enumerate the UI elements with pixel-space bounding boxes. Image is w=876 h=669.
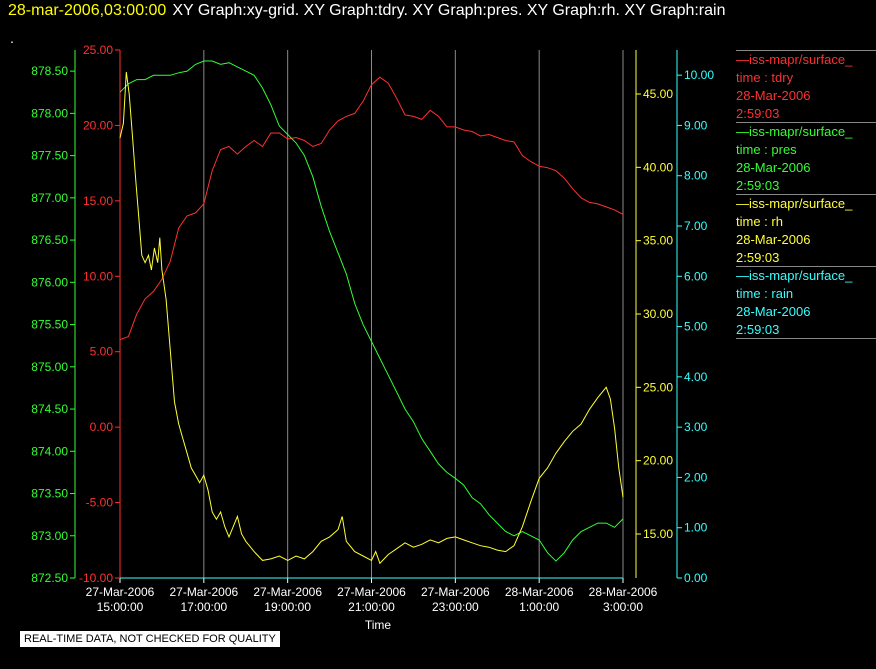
header-timestamp: 28-mar-2006,03:00:00: [8, 2, 167, 19]
series-line-tdry: [119, 76, 624, 341]
y-tick-label-tdry: 15.00: [83, 194, 113, 208]
y-tick-label-rain: 2.00: [684, 470, 708, 484]
y-tick-label-rain: 3.00: [684, 420, 708, 434]
series-lines: [119, 60, 624, 579]
y-tick-label-rain: 10.00: [684, 68, 714, 82]
legend-separator: [736, 50, 876, 51]
legend-date: 28-Mar-2006: [736, 160, 811, 175]
x-tick-label-date: 27-Mar-2006: [337, 585, 406, 599]
legend-entry: —iss-mapr/surface_time : rh 28-Mar-2006 2:…: [736, 194, 876, 267]
legend-separator: [736, 194, 876, 195]
y-tick-label-pres: 878.00: [31, 106, 68, 120]
legend-time: 2:59:03: [736, 178, 780, 193]
x-axis-label: Time: [365, 618, 392, 632]
x-tick-label-time: 1:00:00: [519, 600, 559, 614]
legend-separator: [736, 122, 876, 123]
y-tick-label-rh: 40.00: [643, 160, 673, 174]
legend-name: —iss-mapr/surface_: [736, 124, 853, 139]
y-tick-label-pres: 875.50: [31, 318, 68, 332]
y-tick-label-rain: 4.00: [684, 370, 708, 384]
legend-entry: —iss-mapr/surface_time : pres 28-Mar-2006…: [736, 122, 876, 195]
legend-var: time : tdry: [736, 70, 794, 85]
y-tick-label-tdry: 0.00: [90, 420, 114, 434]
x-tick-label-time: 19:00:00: [264, 600, 311, 614]
y-tick-label-pres: 877.50: [31, 149, 68, 163]
y-tick-label-rh: 35.00: [643, 234, 673, 248]
y-tick-label-tdry: 20.00: [83, 118, 113, 132]
y-tick-label-pres: 875.00: [31, 360, 68, 374]
legend-separator: [736, 266, 876, 267]
legend-time: 2:59:03: [736, 250, 780, 265]
legend-var: time : pres: [736, 142, 797, 157]
x-tick-label-time: 23:00:00: [432, 600, 479, 614]
y-tick-label-rain: 9.00: [684, 118, 708, 132]
y-tick-label-rh: 20.00: [643, 454, 673, 468]
y-tick-label-rain: 8.00: [684, 169, 708, 183]
y-tick-label-rain: 7.00: [684, 219, 708, 233]
y-tick-label-pres: 873.50: [31, 487, 68, 501]
legend-date: 28-Mar-2006: [736, 304, 811, 319]
y-tick-label-tdry: -5.00: [86, 496, 114, 510]
y-tick-label-rain: 6.00: [684, 269, 708, 283]
legend-var: time : rh: [736, 214, 783, 229]
axes: 27-Mar-200615:00:0027-Mar-200617:00:0027…: [31, 43, 714, 614]
x-tick-label-time: 15:00:00: [97, 600, 144, 614]
y-tick-label-tdry: 5.00: [90, 345, 114, 359]
legend-time: 2:59:03: [736, 106, 780, 121]
y-tick-label-rain: 0.00: [684, 571, 708, 585]
x-tick-label-date: 28-Mar-2006: [505, 585, 574, 599]
legend-date: 28-Mar-2006: [736, 88, 811, 103]
y-tick-label-tdry: -10.00: [79, 571, 113, 585]
x-tick-label-date: 28-Mar-2006: [589, 585, 658, 599]
x-tick-label-date: 27-Mar-2006: [421, 585, 490, 599]
y-tick-label-rh: 15.00: [643, 527, 673, 541]
legend-entry: —iss-mapr/surface_time : rain 28-Mar-2006…: [736, 266, 876, 339]
y-tick-label-rh: 45.00: [643, 87, 673, 101]
y-tick-label-pres: 877.00: [31, 191, 68, 205]
y-tick-label-pres: 873.00: [31, 529, 68, 543]
header-title-bar: 28-mar-2006,03:00:00 XY Graph:xy-grid. XY…: [8, 2, 725, 20]
y-tick-label-rh: 25.00: [643, 380, 673, 394]
y-tick-label-rain: 1.00: [684, 521, 708, 535]
x-tick-label-date: 27-Mar-2006: [253, 585, 322, 599]
y-tick-label-pres: 876.50: [31, 233, 68, 247]
x-tick-label-time: 21:00:00: [348, 600, 395, 614]
legend-entry: —iss-mapr/surface_time : tdry 28-Mar-2006…: [736, 50, 876, 123]
x-tick-label-time: 17:00:00: [180, 600, 227, 614]
legend-name: —iss-mapr/surface_: [736, 196, 853, 211]
legend-name: —iss-mapr/surface_: [736, 52, 853, 67]
y-tick-label-rh: 30.00: [643, 307, 673, 321]
header-graph-titles: XY Graph:xy-grid. XY Graph:tdry. XY Grap…: [172, 2, 726, 19]
legend-separator: [736, 338, 876, 339]
y-tick-label-pres: 874.50: [31, 402, 68, 416]
y-tick-label-pres: 874.00: [31, 444, 68, 458]
y-tick-label-tdry: 25.00: [83, 43, 113, 57]
legend-end-separator: [736, 338, 876, 339]
legend-date: 28-Mar-2006: [736, 232, 811, 247]
x-tick-label-date: 27-Mar-2006: [86, 585, 155, 599]
y-tick-label-pres: 878.50: [31, 64, 68, 78]
series-line-pres: [119, 60, 624, 562]
y-tick-label-pres: 872.50: [31, 571, 68, 585]
quality-note: REAL-TIME DATA, NOT CHECKED FOR QUALITY: [20, 631, 280, 647]
x-tick-label-date: 27-Mar-2006: [169, 585, 238, 599]
legend-time: 2:59:03: [736, 322, 780, 337]
grid-lines: [203, 50, 624, 578]
x-tick-label-time: 3:00:00: [603, 600, 643, 614]
y-tick-label-pres: 876.00: [31, 275, 68, 289]
legend-var: time : rain: [736, 286, 794, 301]
y-tick-label-tdry: 10.00: [83, 269, 113, 283]
series-line-rh: [119, 71, 624, 565]
header-dot: .: [10, 30, 14, 46]
y-tick-label-rain: 5.00: [684, 320, 708, 334]
legend-name: —iss-mapr/surface_: [736, 268, 853, 283]
